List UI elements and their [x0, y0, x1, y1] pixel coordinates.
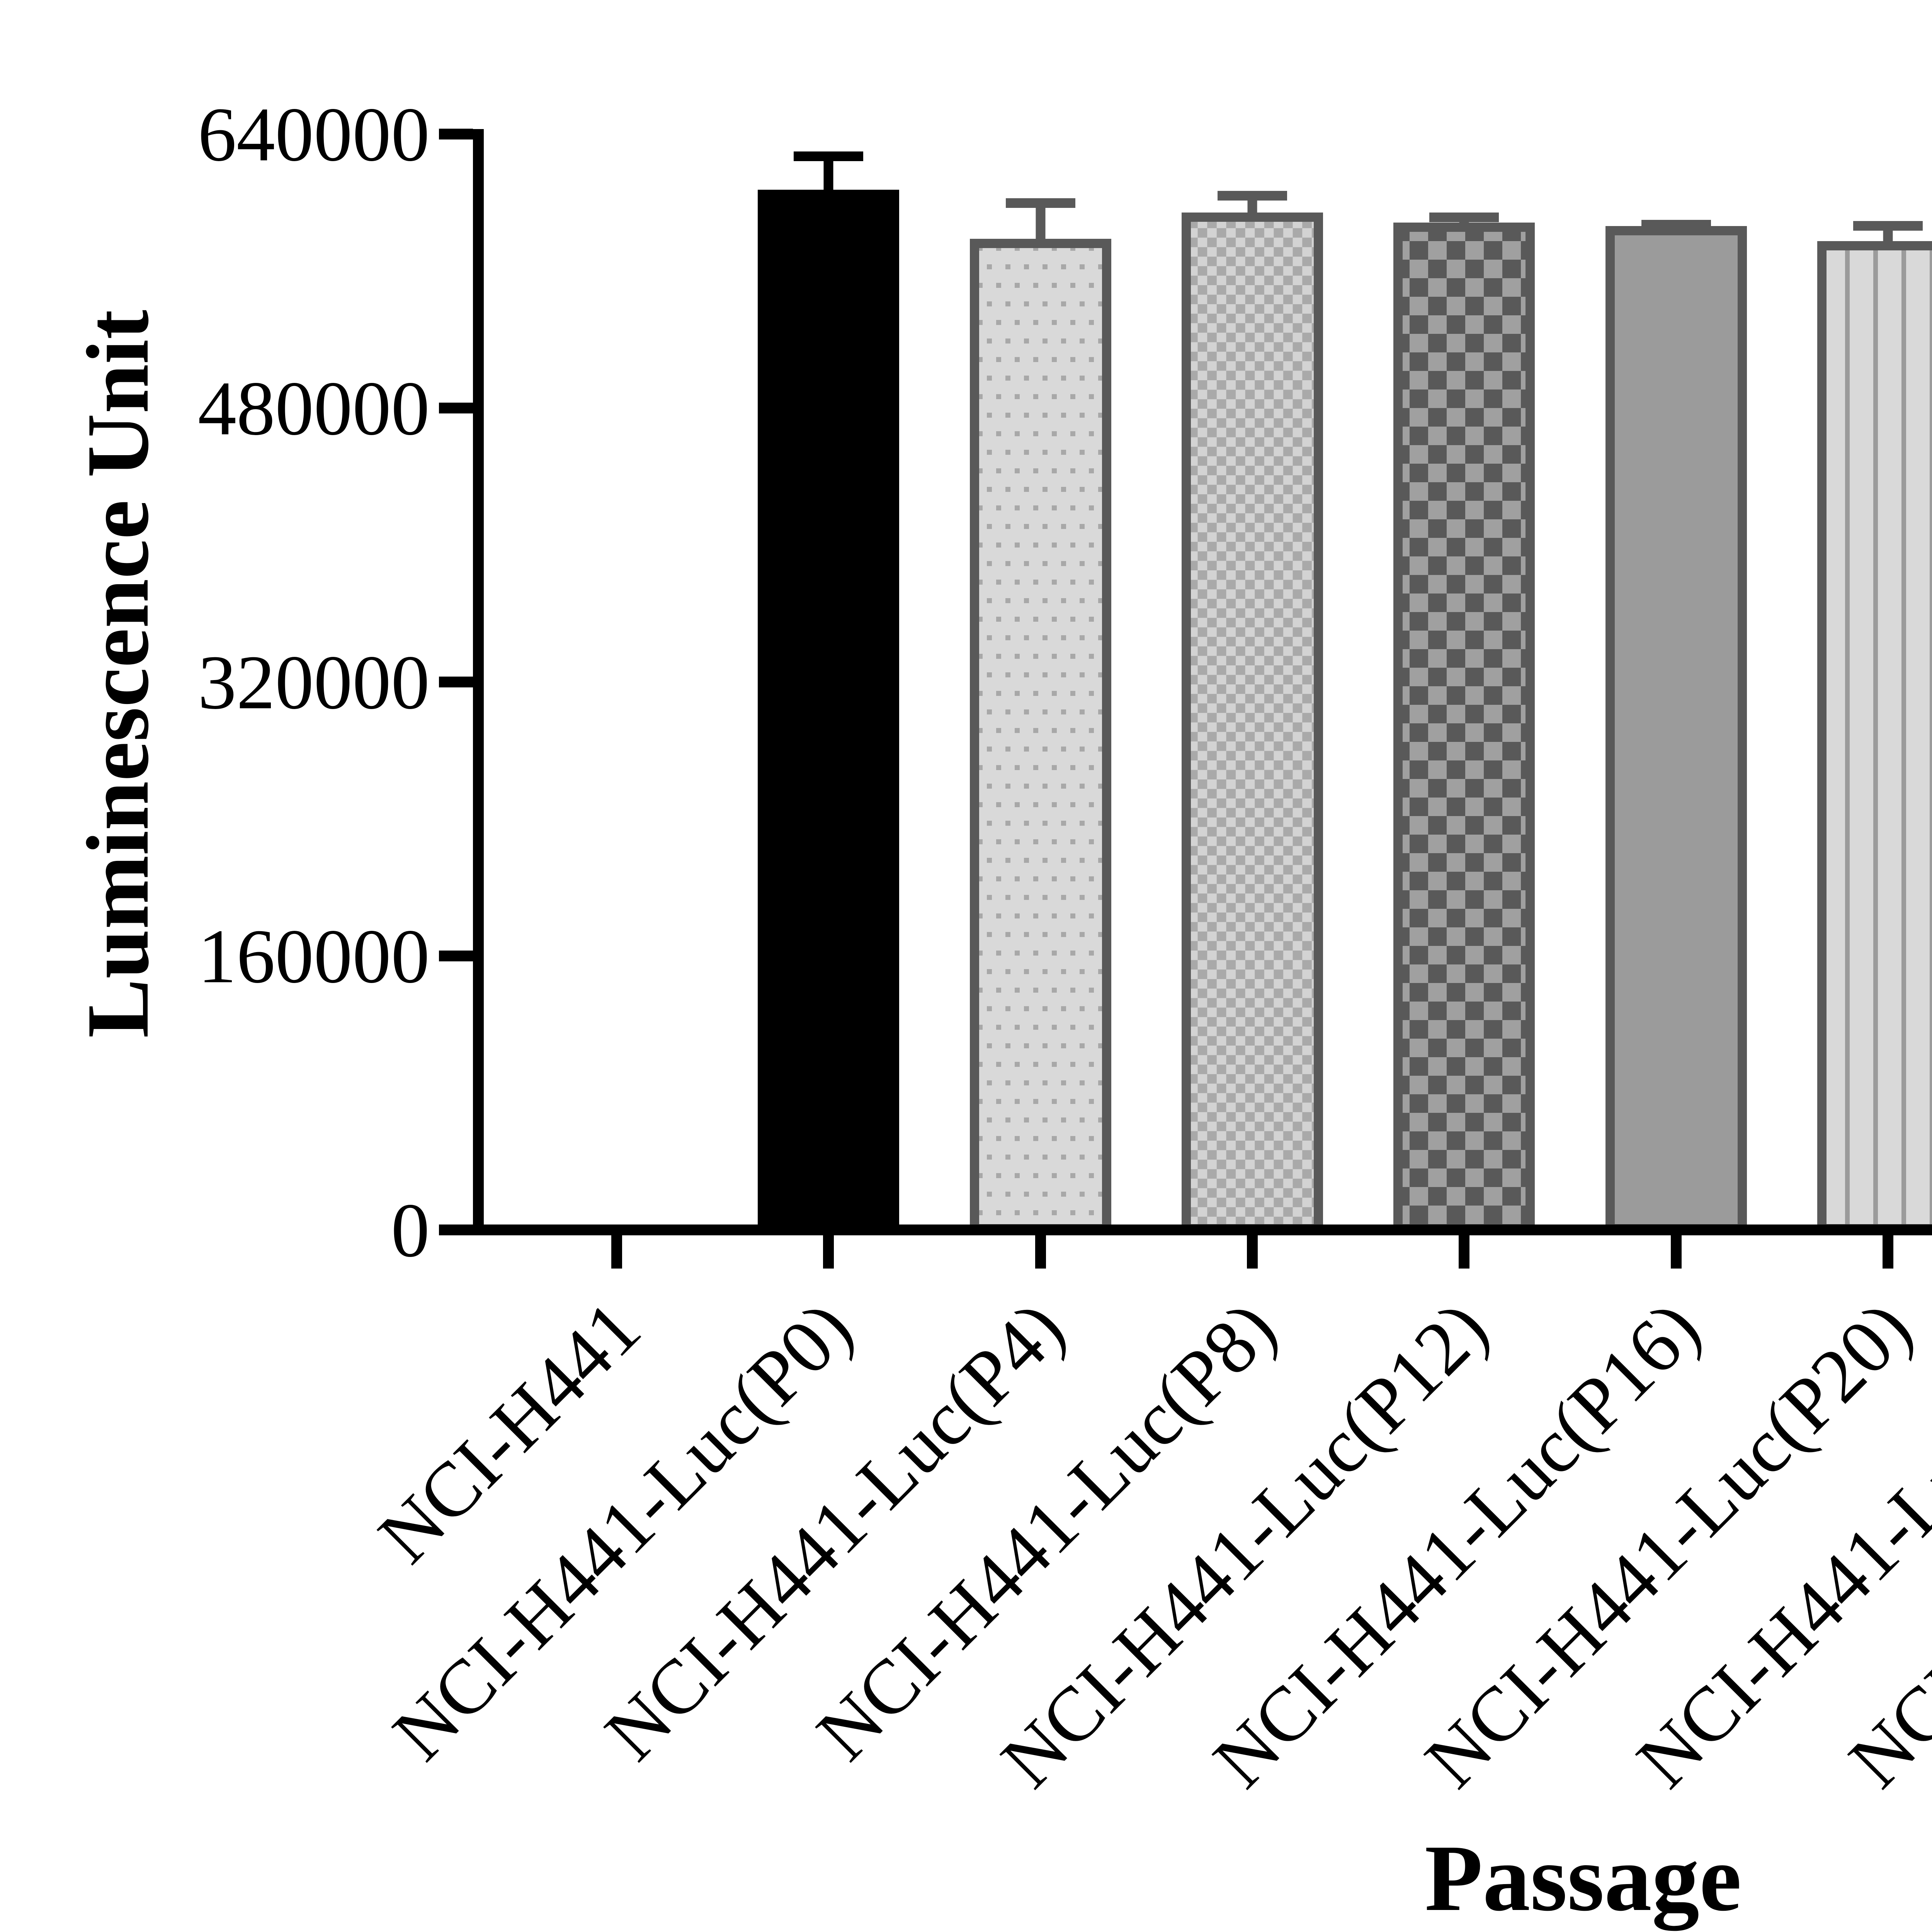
svg-text:640000: 640000 [198, 92, 430, 177]
svg-text:320000: 320000 [198, 640, 430, 725]
svg-text:0: 0 [391, 1188, 430, 1273]
svg-text:Passage: Passage [1425, 1826, 1742, 1931]
svg-text:480000: 480000 [198, 366, 430, 451]
svg-text:160000: 160000 [198, 914, 430, 999]
svg-text:Luminescence Unit: Luminescence Unit [68, 310, 167, 1038]
